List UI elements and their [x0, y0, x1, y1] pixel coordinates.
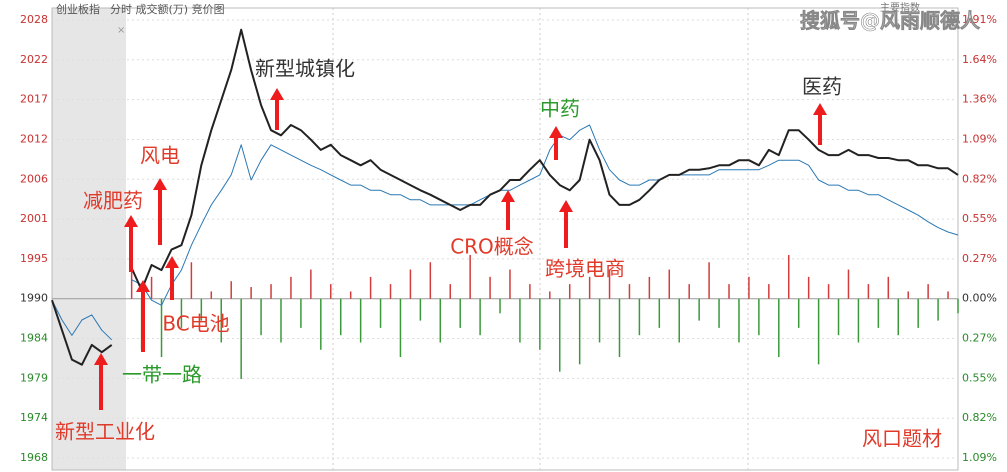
auction-area	[52, 8, 126, 470]
y-tick-label: 1979	[20, 371, 48, 384]
annotation: 减肥药	[83, 189, 143, 213]
y-tick-label: 1974	[20, 411, 48, 424]
plot: 2028 2022 2017 2012 2006 2001 1995 1990 1984 1979…	[20, 13, 997, 464]
arrow	[549, 126, 563, 160]
top-right-label: 主要指数	[880, 1, 920, 14]
y-tick-label: 1990	[20, 292, 48, 305]
annotation: 新型工业化	[55, 420, 155, 444]
y-tick-label: 2001	[20, 212, 48, 225]
arrow	[501, 190, 515, 230]
y2-tick-label: 1.09%	[962, 132, 997, 145]
y2-tick-label: 1.36%	[962, 93, 997, 106]
chart-title: 创业板指	[56, 2, 100, 16]
line	[51, 124, 959, 341]
arrow	[559, 200, 573, 248]
annotation: 医药	[802, 75, 842, 99]
y2-tick-label: 0.00%	[962, 292, 997, 305]
annotation: 风电	[140, 144, 180, 168]
y-tick-label: 2006	[20, 172, 48, 185]
y2-tick-label: 0.55%	[962, 371, 997, 384]
arrow	[165, 256, 179, 300]
y-tick-label: 1968	[20, 451, 48, 464]
y-tick-label: 2012	[20, 132, 48, 145]
arrow	[270, 88, 284, 130]
y-tick-label: 1995	[20, 252, 48, 265]
arrow	[136, 280, 150, 352]
chart-subtitle: 分时 成交额(万) 竞价图	[110, 2, 225, 16]
y2-tick-label: 1.91%	[962, 13, 997, 26]
y-tick-label: 1984	[20, 332, 48, 345]
annotation: 风口题材	[862, 427, 942, 451]
y2-tick-label: 0.82%	[962, 411, 997, 424]
annotation: 一带一路	[122, 363, 202, 387]
line	[51, 28, 959, 366]
annotation: 中药	[540, 97, 580, 121]
plot-frame	[51, 7, 959, 471]
annotation: BC电池	[162, 312, 229, 336]
y-tick-label: 2028	[20, 13, 48, 26]
arrow	[94, 353, 108, 410]
y-tick-label: 2022	[20, 53, 48, 66]
y2-tick-label: 0.82%	[962, 172, 997, 185]
watermark: 搜狐号@风雨顺德人	[800, 9, 981, 33]
arrow	[153, 178, 167, 245]
y2-tick-label: 0.27%	[962, 252, 997, 265]
arrow	[124, 215, 138, 272]
annotation: CRO概念	[450, 235, 534, 259]
y-tick-label: 2017	[20, 93, 48, 106]
arrow	[813, 103, 827, 145]
close-icon: ×	[117, 25, 125, 36]
y2-tick-label: 0.55%	[962, 212, 997, 225]
y2-tick-label: 0.27%	[962, 332, 997, 345]
y2-tick-label: 1.64%	[962, 53, 997, 66]
annotation: 跨境电商	[545, 257, 625, 281]
annotation: 新型城镇化	[255, 57, 355, 81]
y2-tick-label: 1.09%	[962, 451, 997, 464]
